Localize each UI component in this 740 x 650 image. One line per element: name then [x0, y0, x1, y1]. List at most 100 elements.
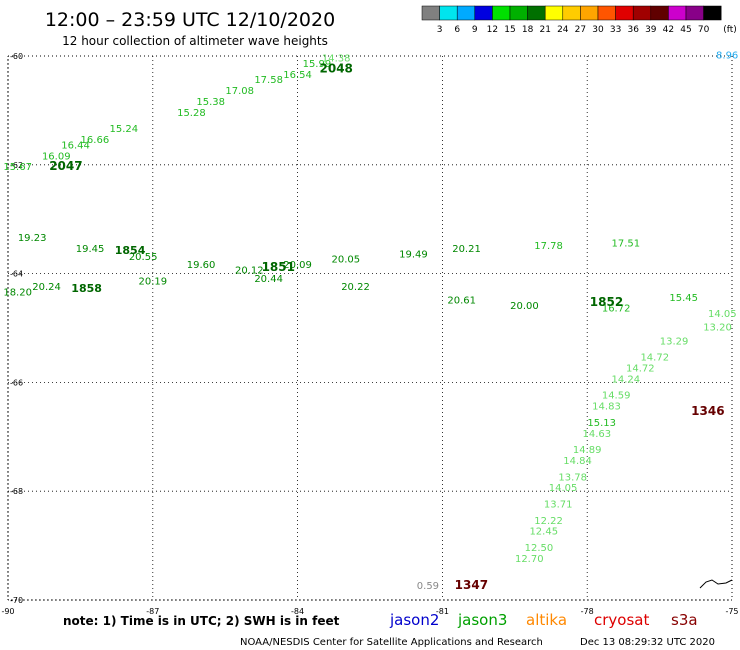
colorbar-label: 21: [539, 25, 550, 35]
data-point: 20.09: [283, 260, 312, 271]
data-point: 14.72: [626, 364, 655, 375]
colorbar-swatch: [668, 5, 687, 21]
colorbar-swatch: [421, 5, 440, 21]
data-point: 20.21: [452, 244, 481, 255]
x-tick-label: -90: [1, 607, 14, 616]
chart-subtitle: 12 hour collection of altimeter wave hei…: [62, 34, 328, 48]
data-point: 14.24: [611, 374, 640, 385]
colorbar-swatch: [597, 5, 616, 21]
data-point: 20.05: [332, 255, 361, 266]
x-tick-label: -84: [291, 607, 304, 616]
data-point: 0.59: [417, 581, 439, 592]
x-tick-label: -78: [581, 607, 594, 616]
footer-credit: NOAA/NESDIS Center for Satellite Applica…: [240, 637, 543, 648]
footer-timestamp: Dec 13 08:29:32 UTC 2020: [580, 637, 715, 648]
data-point: 16.72: [602, 304, 631, 315]
data-point: 17.58: [254, 75, 283, 86]
colorbar-label: 6: [454, 25, 460, 35]
data-point: 16.66: [81, 135, 110, 146]
colorbar-swatch: [544, 5, 564, 21]
data-point: 20.22: [341, 282, 370, 293]
colorbar-swatch: [474, 5, 493, 21]
y-tick-label: -70: [10, 596, 23, 605]
colorbar-swatch: [632, 5, 652, 21]
data-point: 16.54: [283, 70, 312, 81]
colorbar-unit: (ft): [723, 25, 737, 35]
colorbar-label: 18: [522, 25, 534, 35]
data-point: 16.44: [61, 140, 90, 151]
colorbar-label: 27: [575, 25, 586, 35]
data-point: 12.70: [515, 554, 544, 565]
time-label: 1858: [71, 282, 102, 295]
colorbar-swatch: [527, 5, 546, 21]
coastline: [699, 579, 733, 589]
colorbar-swatch: [703, 5, 722, 21]
legend-altika: altika: [526, 611, 567, 629]
x-tick-label: -75: [725, 607, 738, 616]
data-point: 15.28: [177, 108, 206, 119]
data-point: 14.05: [708, 309, 737, 320]
colorbar-swatch: [580, 5, 599, 21]
colorbar-label: 33: [610, 25, 621, 35]
data-point: 20.55: [129, 252, 158, 263]
colorbar-label: 39: [645, 25, 657, 35]
time-label: 1852: [590, 295, 623, 309]
y-tick-label: -68: [10, 487, 23, 496]
data-point: 19.60: [187, 260, 216, 271]
colorbar-label: 24: [557, 25, 569, 35]
colorbar-label: 36: [627, 25, 639, 35]
footer-note: note: 1) Time is in UTC; 2) SWH is in fe…: [63, 614, 340, 628]
data-point: 14.89: [573, 445, 602, 456]
data-point: 17.78: [534, 241, 563, 252]
data-point: 14.83: [592, 402, 621, 413]
time-label: 1851: [262, 260, 295, 274]
x-tick-label: -81: [436, 607, 449, 616]
data-point: 15.24: [110, 124, 139, 135]
y-tick-label: -66: [10, 378, 23, 387]
y-tick-label: -62: [10, 161, 23, 170]
time-label: 1346: [691, 404, 724, 418]
data-point: 15.38: [196, 97, 225, 108]
colorbar-label: 12: [487, 25, 498, 35]
colorbar-label: 3: [437, 25, 443, 35]
chart-title: 12:00 – 23:59 UTC 12/10/2020: [45, 9, 335, 31]
legend-s3a: s3a: [671, 611, 698, 629]
colorbar-label: 70: [698, 25, 710, 35]
y-tick-label: -64: [10, 270, 23, 279]
colorbar-swatch: [650, 5, 669, 21]
data-point: 15.99: [303, 59, 332, 70]
time-label: 1347: [455, 578, 488, 592]
colorbar-label: 45: [680, 25, 691, 35]
data-point: 12.50: [525, 543, 554, 554]
data-point: 14.84: [563, 456, 592, 467]
data-point: 13.78: [558, 472, 587, 483]
colorbar-swatch: [562, 5, 581, 21]
data-point: 20.24: [32, 282, 61, 293]
time-label: 1854: [115, 244, 146, 257]
colorbar-swatch: [492, 5, 511, 21]
data-point: 15.13: [587, 418, 616, 429]
time-label: 2047: [49, 159, 82, 173]
colorbar-swatch: [615, 5, 634, 21]
data-point: 13.29: [660, 336, 689, 347]
data-point: 14.59: [602, 391, 631, 402]
legend-cryosat: cryosat: [594, 611, 649, 629]
colorbar-label: 15: [504, 25, 515, 35]
data-point: 14.72: [640, 353, 669, 364]
data-point: 18.20: [3, 287, 32, 298]
data-point: 15.45: [669, 293, 698, 304]
data-point: 12.22: [534, 516, 563, 527]
time-label: 2048: [320, 61, 353, 75]
data-point: 19.49: [399, 249, 428, 260]
data-point: 20.12: [235, 266, 264, 277]
colorbar-label: 42: [663, 25, 674, 35]
data-point: 14.05: [549, 483, 578, 494]
colorbar-label: 9: [472, 25, 478, 35]
data-point: 13.71: [544, 500, 573, 511]
data-point: 14.63: [583, 429, 612, 440]
data-point: 20.19: [138, 276, 167, 287]
data-point: 20.44: [254, 274, 283, 285]
data-point: 12.45: [529, 527, 558, 538]
colorbar-swatch: [685, 5, 704, 21]
